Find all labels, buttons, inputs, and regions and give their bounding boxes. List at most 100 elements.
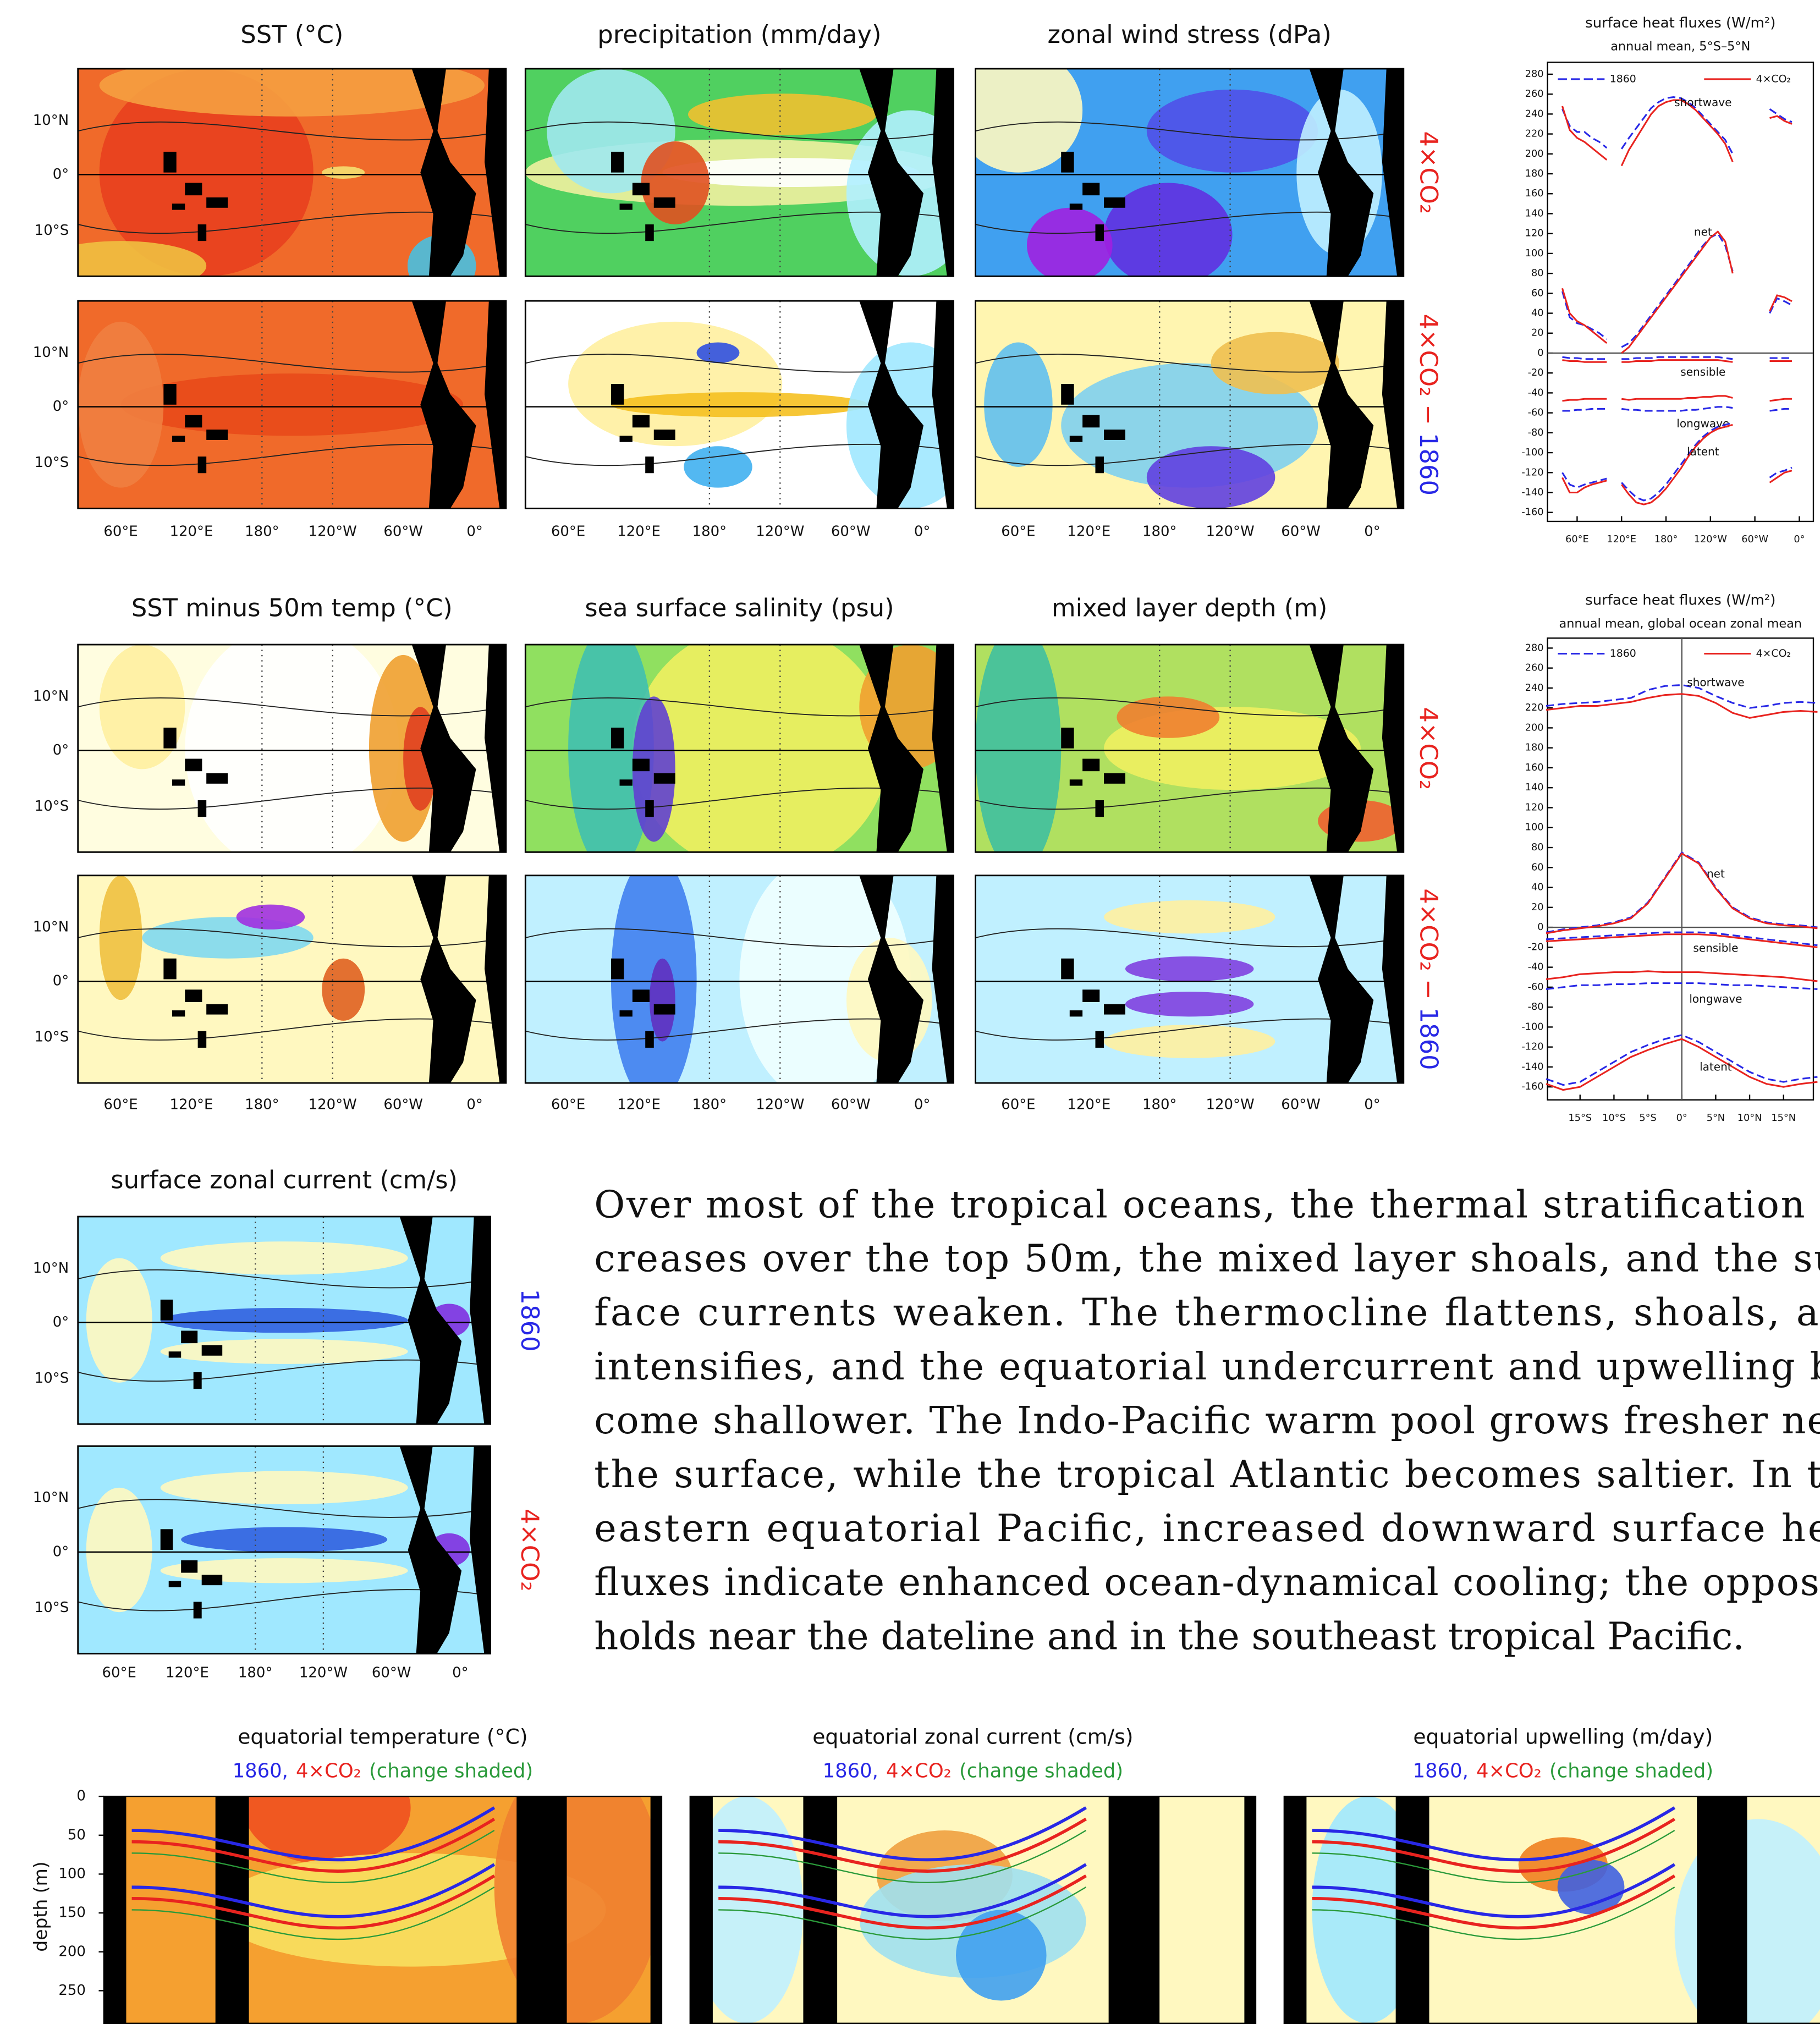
land — [1095, 457, 1104, 473]
land — [516, 1796, 567, 2023]
land — [611, 152, 624, 173]
y-tick-label: 220 — [1525, 702, 1544, 713]
label: 4×CO₂ — [1414, 707, 1443, 790]
y-tick-label: -160 — [1521, 1081, 1543, 1092]
lat-tick-label: 10°S — [35, 222, 69, 239]
flux-line — [1562, 232, 1791, 353]
land — [645, 224, 654, 241]
y-axis-label: depth (m) — [30, 1861, 51, 1951]
lon-tick-label: 120°W — [756, 523, 804, 540]
y-tick-label: 220 — [1525, 129, 1544, 140]
land — [194, 1372, 202, 1389]
map-field — [35, 241, 206, 291]
map-panel — [78, 876, 506, 1083]
land — [1082, 759, 1099, 772]
flux-line — [1562, 423, 1791, 501]
map-panel — [525, 301, 975, 508]
label: 4×CO₂ — [1414, 131, 1443, 214]
lon-tick-label: 60°E — [103, 523, 138, 540]
land — [654, 430, 675, 440]
land — [654, 773, 675, 784]
x-tick-label: 10°S — [1602, 1113, 1626, 1124]
lat-tick-label: 10°N — [33, 112, 69, 129]
label: 4×CO₂ — [515, 1509, 545, 1592]
lon-tick-label: 180° — [692, 523, 727, 540]
land — [1061, 152, 1074, 173]
label-part: 1860 — [1414, 433, 1443, 496]
land — [206, 1004, 228, 1015]
map-field — [976, 624, 1062, 873]
x-tick-label: 60°E — [1565, 534, 1589, 545]
lon-tick-label: 120°E — [617, 1097, 661, 1113]
land — [172, 779, 185, 785]
lat-tick-label: 10°N — [33, 919, 69, 936]
map-panel — [525, 855, 953, 1104]
map-field — [181, 1527, 387, 1552]
flux-line — [1562, 396, 1791, 401]
paragraph-line: creases over the top 50m, the mixed laye… — [594, 1238, 1820, 1281]
land — [169, 1351, 181, 1357]
map-panel — [78, 1446, 491, 1653]
map-field — [611, 392, 868, 417]
lon-tick-label: 60°W — [1281, 523, 1321, 540]
flux-line — [1562, 407, 1791, 411]
map-field — [237, 905, 305, 930]
map-panel — [976, 876, 1404, 1083]
map-field — [984, 343, 1053, 467]
y-tick-label: 180 — [1525, 743, 1544, 754]
lat-tick-label: 10°S — [35, 454, 69, 471]
land — [172, 436, 185, 442]
land — [163, 728, 176, 749]
section-title: equatorial zonal current (cm/s) — [812, 1724, 1133, 1748]
y-tick-label: 0 — [76, 1788, 86, 1805]
land — [161, 1529, 173, 1550]
y-tick-label: 150 — [58, 1905, 86, 1921]
lon-tick-label: 120°E — [170, 1097, 213, 1113]
y-tick-label: 60 — [1531, 288, 1544, 299]
curve-label: net — [1694, 225, 1712, 238]
curve-label: sensible — [1693, 942, 1738, 955]
lat-tick-label: 10°S — [35, 1029, 69, 1046]
lon-tick-label: 60°W — [383, 523, 423, 540]
lat-tick-label: 0° — [53, 398, 69, 415]
y-tick-label: 280 — [1525, 69, 1544, 80]
x-tick-label: 120°E — [1607, 534, 1636, 545]
lon-tick-label: 60°E — [102, 1665, 136, 1681]
map-field — [1125, 956, 1253, 981]
y-tick-label: -160 — [1521, 507, 1543, 518]
y-tick-label: 80 — [1531, 842, 1544, 853]
land — [651, 1796, 662, 2023]
map-field — [1104, 900, 1275, 933]
curve-label: sensible — [1680, 365, 1725, 378]
chart-title: surface heat fluxes (W/m²) — [1585, 592, 1775, 608]
lat-tick-label: 0° — [53, 742, 69, 758]
land — [1244, 1796, 1256, 2023]
x-tick-label: 180° — [1654, 534, 1678, 545]
flux-line — [1562, 360, 1791, 362]
land — [1070, 204, 1082, 210]
y-tick-label: 240 — [1525, 683, 1544, 694]
land — [172, 1010, 185, 1016]
map-field — [688, 94, 876, 135]
x-tick-label: 10°N — [1737, 1113, 1762, 1124]
land — [633, 989, 650, 1002]
land — [1061, 959, 1074, 980]
land — [1082, 415, 1099, 428]
lon-tick-label: 180° — [1142, 523, 1176, 540]
label: 1860,4×CO₂(change shaded) — [233, 1759, 533, 1782]
plot-frame — [1548, 62, 1813, 521]
y-tick-label: 40 — [1531, 308, 1544, 319]
label-part: (change shaded) — [369, 1759, 533, 1782]
lat-tick-label: 10°N — [33, 1260, 69, 1277]
land — [611, 728, 624, 749]
flux-line — [1562, 425, 1791, 504]
panel-title: SST minus 50m temp (°C) — [131, 593, 453, 622]
x-tick-label: 15°N — [1771, 1113, 1796, 1124]
y-tick-label: 100 — [1525, 248, 1544, 259]
land — [198, 224, 207, 241]
label: 4×CO₂ −1860 — [1414, 314, 1443, 496]
lon-tick-label: 120°W — [309, 1097, 357, 1113]
label-part: 1860 — [1414, 1008, 1443, 1070]
lon-tick-label: 60°E — [551, 1097, 585, 1113]
lon-tick-label: 120°E — [1067, 523, 1110, 540]
